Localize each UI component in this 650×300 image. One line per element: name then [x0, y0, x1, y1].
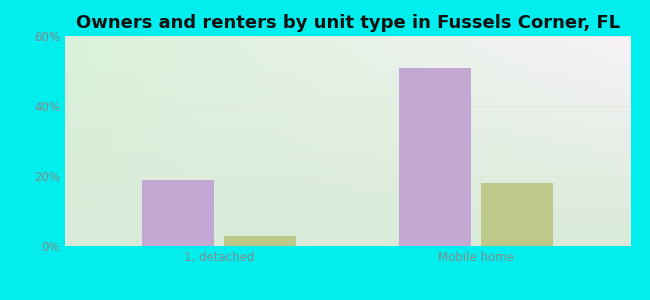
Bar — [224, 236, 296, 246]
Bar — [142, 179, 214, 246]
Title: Owners and renters by unit type in Fussels Corner, FL: Owners and renters by unit type in Fusse… — [75, 14, 620, 32]
Bar — [399, 68, 471, 246]
Bar — [482, 183, 553, 246]
